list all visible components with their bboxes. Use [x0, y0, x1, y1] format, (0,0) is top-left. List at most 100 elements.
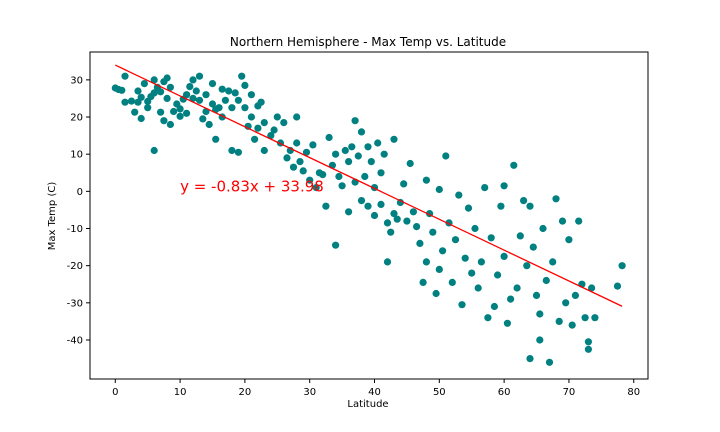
data-point — [351, 117, 359, 125]
scatter-points — [111, 72, 626, 366]
data-point — [189, 76, 197, 84]
data-point — [293, 139, 301, 147]
data-point — [396, 198, 404, 207]
data-point — [461, 254, 469, 262]
data-point — [127, 97, 136, 105]
data-point — [170, 107, 178, 116]
data-point — [581, 314, 589, 322]
data-point — [413, 223, 421, 231]
data-point — [134, 87, 142, 95]
data-point — [338, 182, 346, 190]
data-point — [532, 291, 541, 299]
data-point — [228, 146, 236, 155]
data-point — [296, 158, 304, 166]
data-point — [494, 271, 502, 279]
data-point — [584, 345, 593, 353]
y-tick-label: -10 — [67, 224, 83, 235]
data-point — [137, 114, 145, 123]
data-point — [335, 172, 343, 181]
data-point — [195, 72, 204, 80]
data-point — [474, 284, 482, 292]
data-point — [357, 197, 366, 205]
x-tick-label: 40 — [368, 387, 381, 398]
data-point — [377, 200, 385, 208]
data-point — [176, 112, 184, 120]
data-point — [144, 104, 152, 112]
data-point — [448, 278, 456, 286]
data-point — [228, 104, 236, 112]
data-point — [354, 152, 362, 160]
data-point — [526, 202, 534, 210]
data-point — [481, 184, 489, 192]
data-point — [150, 146, 158, 155]
data-point — [435, 265, 443, 273]
data-point — [429, 228, 437, 236]
data-point — [422, 176, 430, 184]
data-point — [247, 113, 255, 121]
data-point — [205, 120, 213, 129]
data-point — [121, 72, 129, 80]
data-point — [183, 109, 191, 117]
data-point — [565, 236, 573, 244]
x-axis-title: Latitude — [347, 399, 388, 410]
data-point — [208, 100, 217, 108]
data-point — [234, 148, 242, 156]
data-point — [383, 219, 392, 227]
y-axis-title: Max Temp (C) — [47, 182, 58, 251]
data-point — [618, 262, 626, 270]
data-point — [536, 310, 544, 318]
data-point — [390, 135, 398, 143]
x-tick-label: 80 — [627, 387, 640, 398]
data-point — [241, 81, 249, 89]
data-point — [468, 269, 476, 277]
data-point — [218, 85, 226, 93]
data-point — [257, 98, 265, 106]
data-point — [131, 108, 139, 116]
data-point — [238, 72, 246, 80]
data-point — [383, 258, 392, 266]
data-point — [309, 141, 317, 149]
data-point — [312, 184, 320, 192]
data-point — [319, 171, 327, 179]
data-point — [458, 301, 466, 309]
data-point — [289, 163, 298, 171]
data-point — [189, 94, 197, 102]
data-point — [555, 317, 563, 325]
data-point — [523, 262, 531, 270]
data-point — [477, 258, 485, 266]
data-point — [192, 87, 200, 95]
data-point — [293, 113, 301, 121]
data-point — [562, 299, 570, 307]
data-point — [231, 89, 239, 97]
data-point — [374, 139, 382, 147]
data-point — [322, 202, 330, 210]
data-point — [202, 91, 210, 99]
data-point — [280, 119, 288, 127]
y-tick-label: -40 — [67, 335, 83, 346]
data-point — [549, 258, 557, 266]
data-point — [536, 336, 544, 344]
data-point — [584, 338, 593, 346]
data-point — [332, 241, 340, 249]
chart-title: Northern Hemisphere - Max Temp vs. Latit… — [230, 35, 506, 49]
y-tick-label: 30 — [70, 75, 83, 86]
data-point — [552, 195, 560, 203]
data-point — [487, 234, 495, 242]
x-tick-label: 70 — [563, 387, 576, 398]
data-point — [510, 161, 518, 169]
data-point — [361, 172, 369, 181]
data-point — [490, 302, 498, 311]
data-point — [176, 105, 184, 113]
data-point — [121, 98, 129, 106]
data-point — [364, 143, 372, 151]
data-point — [419, 278, 427, 286]
x-tick-label: 20 — [239, 387, 252, 398]
data-point — [140, 80, 148, 88]
data-point — [513, 284, 521, 292]
data-point — [497, 202, 505, 210]
data-point — [221, 96, 229, 104]
regression-line — [114, 64, 623, 307]
data-point — [500, 252, 508, 260]
